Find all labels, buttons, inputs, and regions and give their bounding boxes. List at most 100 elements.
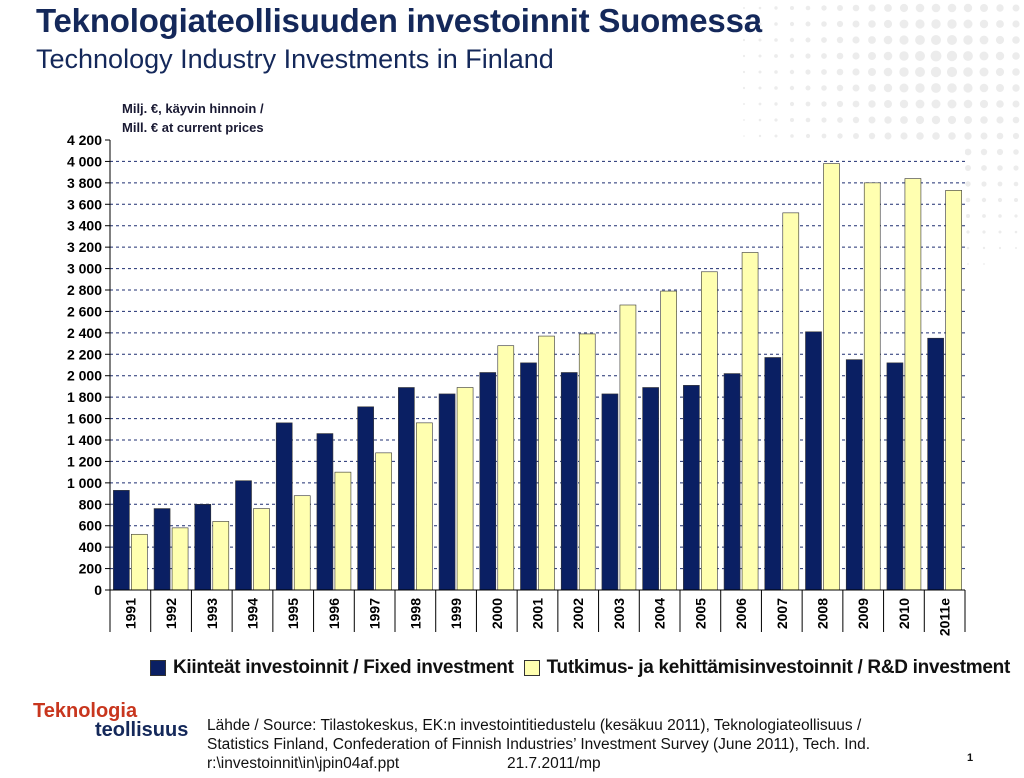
bar-fixed-1995 [275,422,293,591]
decor-dot [821,37,827,43]
x-tick-label: 1996 [326,598,342,629]
legend-swatch-fixed [150,660,166,676]
bar-rd-2010 [904,178,922,591]
decor-dot [790,134,794,138]
y-tick-label: 1 800 [67,389,102,405]
decor-dot [821,117,827,123]
decor-dot [1015,247,1017,249]
bar-rd-2001 [538,335,555,591]
y-tick-label: 1 200 [67,453,102,469]
decor-dot [883,51,893,61]
decor-dot [1012,84,1020,92]
decor-dot [1013,165,1019,171]
decor-dot [790,6,794,10]
x-tick-label: 2009 [855,598,871,629]
decor-dot [979,51,989,61]
bar-rd-2006 [741,252,759,591]
unit-label-line2: Mill. € at current prices [122,120,264,135]
decor-dot [966,230,970,234]
decor-dot [789,37,795,43]
decor-dot [789,69,795,75]
legend-swatch-rd [523,660,540,676]
y-tick-label: 3 600 [67,196,102,212]
x-tick-label: 2010 [896,598,912,629]
decor-dot [774,102,778,106]
decor-dot [852,68,860,76]
decor-dot [789,53,795,59]
bar-rd-1992 [171,527,189,591]
decor-dot [947,3,957,13]
decor-dot [758,54,762,58]
bar-fixed-1993 [194,503,212,591]
decor-dot [821,5,827,11]
bar-rd-1997 [375,452,392,591]
x-tick-label: 2004 [652,598,668,629]
file-path: r:\investoinnit\in\jpin04af.ppt [207,755,400,772]
decor-dot [883,19,893,29]
decor-dot [899,19,909,29]
decor-dot [742,70,746,74]
decor-dot [868,84,876,92]
x-tick-label: 2008 [815,598,831,629]
decor-dot [964,116,972,124]
decor-dot [931,3,941,13]
decor-dot [743,7,745,9]
decor-dot [980,132,988,140]
decor-dot [836,84,844,92]
decor-dot [805,21,811,27]
x-tick-label: 2011e [937,598,953,636]
x-tick-label: 2003 [611,598,627,629]
decor-dot [982,246,986,250]
bar-fixed-1992 [153,508,171,591]
decor-dot [852,116,860,124]
decor-dot [900,132,908,140]
decor-dot [774,70,778,74]
decor-dot [996,4,1004,12]
y-tick-label: 4 000 [67,153,102,169]
x-tick-label: 1993 [204,598,220,629]
decor-dot [774,38,778,42]
decor-dot [1012,100,1020,108]
decor-dot [805,5,811,11]
x-tick-label: 1999 [448,598,464,629]
chart-legend: Kiinteät investoinnit / Fixed investment… [150,655,1020,681]
bar-fixed-2010 [886,362,904,591]
decor-dot [743,119,745,121]
decor-dot [883,35,893,45]
decor-dot [899,35,909,45]
decor-dot [966,214,970,218]
decor-dot [774,6,778,10]
x-tick-label: 1997 [367,598,383,629]
y-tick-label: 1 000 [67,475,102,491]
decor-dot [1012,68,1020,76]
decor-dot [899,51,909,61]
decor-dot [981,197,987,203]
decor-dot [1014,198,1018,202]
slide-title-english: Technology Industry Investments in Finla… [36,44,554,74]
decor-dot [837,117,843,123]
decor-dot [983,263,985,265]
bar-rd-2009 [863,182,881,591]
y-tick-label: 0 [94,582,102,598]
decor-dot [805,53,811,59]
x-tick-label: 2001 [530,598,546,629]
bar-rd-2004 [660,290,677,591]
bar-rd-2003 [619,304,637,591]
y-tick-label: 3 800 [67,175,102,191]
plot-area [110,140,965,590]
decor-dot [982,214,986,218]
decor-dot [963,67,973,77]
decor-dot [883,83,893,93]
file-date: 21.7.2011/mp [507,755,601,772]
source-line2: Statistics Finland, Confederation of Fin… [207,736,871,753]
decor-dot [742,22,746,26]
decor-dot [966,246,970,250]
decor-dot [805,133,811,139]
x-tick-label: 1994 [245,598,261,629]
decor-dot [1012,116,1020,124]
decor-dot [981,165,987,171]
decor-dot [821,101,827,107]
logo-line2: teollisuus [95,719,189,741]
decor-dot [996,20,1004,28]
decor-dot [836,52,844,60]
